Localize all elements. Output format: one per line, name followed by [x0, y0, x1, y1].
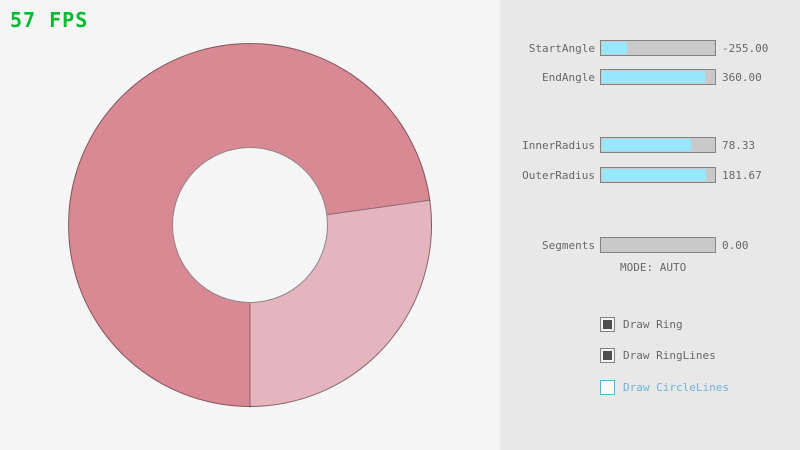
outerradius-value: 181.67	[722, 168, 762, 182]
innerradius-slider-fill	[602, 139, 691, 151]
endangle-slider-fill	[602, 71, 705, 83]
startangle-slider[interactable]	[600, 40, 716, 56]
draw-circlelines-label: Draw CircleLines	[623, 381, 729, 394]
draw-ring-checkbox[interactable]: Draw Ring	[600, 317, 683, 332]
draw-ringlines-label: Draw RingLines	[623, 349, 716, 362]
slider-row-endangle: EndAngle 360.00	[505, 69, 762, 85]
draw-ring-label: Draw Ring	[623, 318, 683, 331]
startangle-label: StartAngle	[528, 41, 595, 55]
slider-row-innerradius: InnerRadius 78.33	[505, 137, 755, 153]
outerradius-slider-fill	[602, 169, 706, 181]
endangle-slider[interactable]	[600, 69, 716, 85]
outerradius-slider[interactable]	[600, 167, 716, 183]
ring-segment-line	[249, 303, 251, 408]
checkbox-icon[interactable]	[600, 348, 615, 363]
endangle-value: 360.00	[722, 70, 762, 84]
outerradius-label: OuterRadius	[522, 168, 595, 182]
slider-row-outerradius: OuterRadius 181.67	[505, 167, 762, 183]
startangle-slider-fill	[602, 42, 628, 54]
draw-circlelines-checkbox[interactable]: Draw CircleLines	[600, 380, 729, 395]
endangle-label: EndAngle	[542, 70, 595, 84]
innerradius-slider[interactable]	[600, 137, 716, 153]
segments-mode-label: MODE: AUTO	[620, 261, 687, 274]
checkbox-icon[interactable]	[600, 317, 615, 332]
startangle-value: -255.00	[722, 41, 769, 55]
fps-counter: 57 FPS	[10, 8, 89, 32]
checkbox-icon[interactable]	[600, 380, 615, 395]
innerradius-value: 78.33	[722, 138, 756, 152]
slider-row-startangle: StartAngle -255.00	[505, 40, 768, 56]
controls-panel: StartAngle -255.00 EndAngle 360.00 Inner…	[500, 0, 800, 450]
segments-value: 0.00	[722, 238, 749, 252]
segments-label: Segments	[542, 238, 595, 252]
slider-row-segments: Segments 0.00	[505, 237, 749, 253]
innerradius-label: InnerRadius	[522, 138, 595, 152]
draw-ringlines-checkbox[interactable]: Draw RingLines	[600, 348, 716, 363]
donut-hole	[172, 147, 328, 303]
segments-slider[interactable]	[600, 237, 716, 253]
